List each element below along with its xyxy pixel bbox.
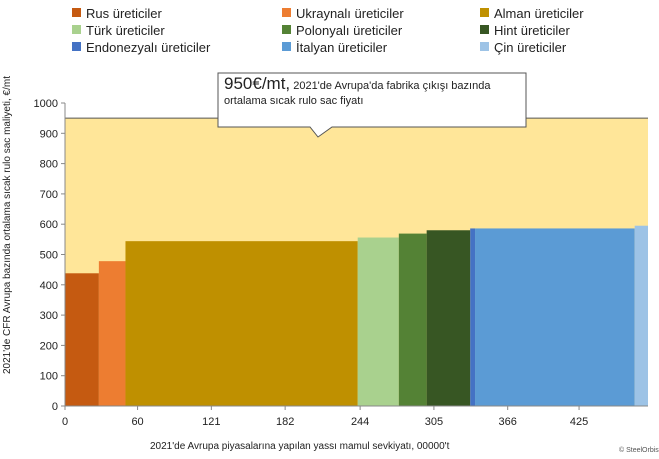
- legend-item: Endonezyalı üreticiler: [72, 40, 210, 55]
- legend-item: Ukraynalı üreticiler: [282, 6, 404, 21]
- legend-item: Polonyalı üreticiler: [282, 23, 402, 38]
- x-tick-label: 0: [62, 416, 68, 428]
- legend-item: Türk üreticiler: [72, 23, 165, 38]
- cost-bar: [65, 273, 99, 406]
- source-credit: © SteelOrbis: [619, 447, 659, 454]
- legend-swatch: [480, 25, 489, 34]
- cost-bar: [98, 261, 126, 406]
- legend-label: Türk üreticiler: [86, 23, 165, 38]
- y-tick-label: 100: [40, 371, 58, 383]
- cost-bar: [125, 241, 358, 406]
- y-tick-label: 400: [40, 280, 58, 292]
- y-tick-label: 500: [40, 250, 58, 262]
- legend-swatch: [72, 42, 81, 51]
- x-tick-label: 121: [202, 416, 220, 428]
- legend-label: Ukraynalı üreticiler: [296, 6, 404, 21]
- y-tick-label: 800: [40, 159, 58, 171]
- legend-swatch: [282, 25, 291, 34]
- x-tick-label: 182: [276, 416, 294, 428]
- legend-swatch: [72, 25, 81, 34]
- callout-price: 950€/mt,: [224, 74, 291, 93]
- y-tick-label: 200: [40, 340, 58, 352]
- legend-swatch: [72, 8, 81, 17]
- legend-label: Çin üreticiler: [494, 40, 567, 55]
- cost-bar: [475, 228, 635, 406]
- x-tick-label: 305: [425, 416, 443, 428]
- legend-swatch: [480, 42, 489, 51]
- y-tick-label: 300: [40, 310, 58, 322]
- callout-text: 2021'de Avrupa'da fabrika çıkışı bazında…: [224, 80, 491, 107]
- legend-label: Hint üreticiler: [494, 23, 570, 38]
- y-tick-label: 600: [40, 219, 58, 231]
- legend-swatch: [282, 8, 291, 17]
- x-tick-label: 244: [351, 416, 369, 428]
- legend-item: Alman üreticiler: [480, 6, 584, 21]
- legend-label: İtalyan üreticiler: [296, 40, 388, 55]
- cost-bar: [426, 230, 471, 406]
- cost-bar: [398, 233, 427, 406]
- x-tick-label: 60: [131, 416, 143, 428]
- y-tick-label: 0: [52, 401, 58, 413]
- cost-bar: [470, 228, 476, 406]
- cost-bar: [634, 225, 648, 406]
- legend-item: İtalyan üreticiler: [282, 40, 387, 55]
- x-tick-label: 366: [499, 416, 517, 428]
- legend-label: Rus üreticiler: [86, 6, 162, 21]
- x-axis-label: 2021'de Avrupa piyasalarına yapılan yass…: [150, 441, 450, 452]
- callout-box: [217, 72, 527, 138]
- y-tick-label: 900: [40, 128, 58, 140]
- y-tick-label: 1000: [34, 98, 58, 110]
- legend-item: Çin üreticiler: [480, 40, 566, 55]
- legend-swatch: [480, 8, 489, 17]
- x-tick-label: 425: [570, 416, 588, 428]
- legend-item: Rus üreticiler: [72, 6, 162, 21]
- legend-label: Polonyalı üreticiler: [296, 23, 403, 38]
- legend-item: Hint üreticiler: [480, 23, 570, 38]
- cost-bar: [357, 237, 399, 406]
- y-axis-label: 2021'de CFR Avrupa bazında ortalama sıca…: [2, 76, 13, 374]
- legend-label: Alman üreticiler: [494, 6, 584, 21]
- legend-swatch: [282, 42, 291, 51]
- price-callout: 950€/mt, 2021'de Avrupa'da fabrika çıkış…: [224, 74, 520, 126]
- y-tick-label: 700: [40, 189, 58, 201]
- legend-label: Endonezyalı üreticiler: [86, 40, 211, 55]
